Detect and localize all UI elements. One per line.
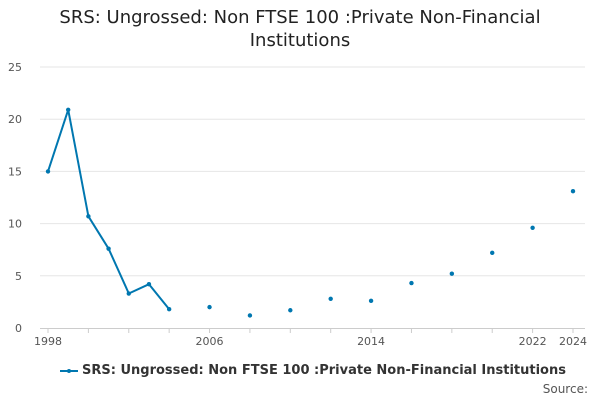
x-tick-label-2024: 2024 (559, 335, 587, 348)
chart-title: SRS: Ungrossed: Non FTSE 100 :Private No… (0, 6, 600, 52)
y-tick-label-20: 20 (8, 113, 22, 126)
data-point-2001 (106, 246, 111, 251)
legend-line-marker-icon (60, 366, 78, 376)
data-point-1999 (65, 107, 71, 113)
data-point-2010 (288, 308, 293, 313)
data-point-2000 (86, 214, 91, 219)
data-point-2016 (409, 280, 414, 286)
data-point-2014 (368, 298, 374, 304)
source-label: Source: (542, 382, 588, 396)
y-tick-label-5: 5 (15, 270, 22, 283)
x-tick-label-1998: 1998 (34, 335, 62, 348)
y-tick-label-10: 10 (8, 218, 22, 231)
y-tick-label-25: 25 (8, 61, 22, 74)
data-point-2012 (328, 296, 333, 301)
data-point-2008 (247, 313, 253, 318)
chart-title-line-1: SRS: Ungrossed: Non FTSE 100 :Private No… (59, 7, 541, 28)
chart-title-line-2: Institutions (249, 30, 351, 51)
data-point-2022 (530, 225, 535, 230)
series-0-line-segment-0 (47, 108, 170, 310)
legend-label: SRS: Ungrossed: Non FTSE 100 :Private No… (82, 363, 566, 378)
data-point-2002 (126, 291, 131, 296)
x-tick-label-2006: 2006 (196, 335, 224, 348)
legend[interactable]: SRS: Ungrossed: Non FTSE 100 :Private No… (0, 363, 600, 383)
data-point-1998 (45, 169, 51, 174)
data-point-2020 (490, 250, 495, 256)
data-point-2006 (207, 304, 212, 310)
data-point-2018 (449, 271, 455, 276)
y-tick-label-0: 0 (15, 322, 22, 335)
y-tick-label-15: 15 (8, 165, 22, 178)
x-tick-label-2022: 2022 (519, 335, 547, 348)
data-point-2024 (570, 189, 576, 194)
x-tick-label-2014: 2014 (357, 335, 385, 348)
data-point-2004 (166, 307, 172, 312)
data-point-2003 (146, 281, 152, 287)
